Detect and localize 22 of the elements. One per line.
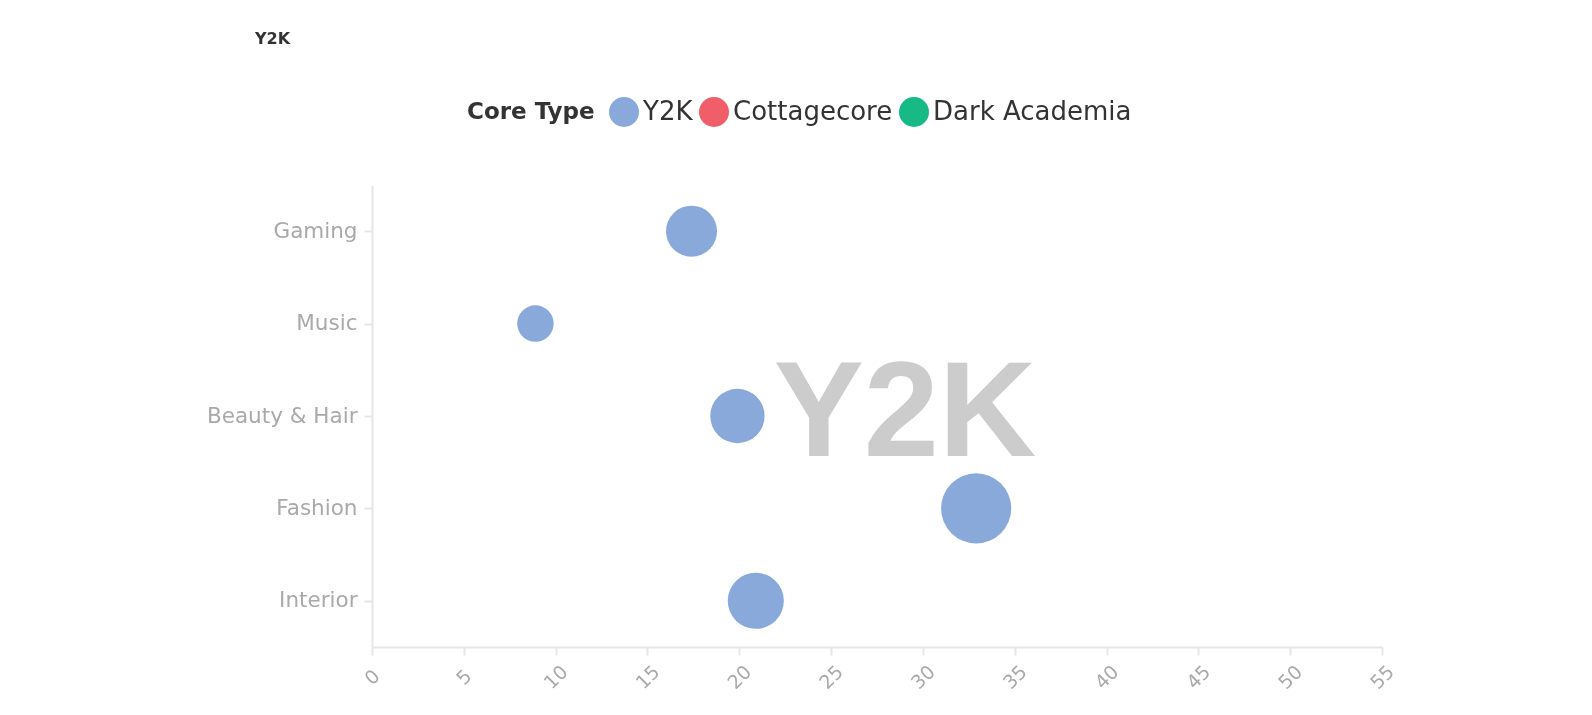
legend-label: Cottagecore	[733, 96, 893, 126]
x-tick-label: 45	[1181, 660, 1215, 694]
legend-label: Y2K	[642, 96, 694, 126]
y-tick-label: Gaming	[273, 217, 358, 243]
legend-title: Core Type	[467, 98, 595, 124]
y-tick-label: Beauty & Hair	[206, 402, 358, 428]
x-tick-label: 40	[1090, 660, 1123, 694]
x-tick-label: 55	[1365, 660, 1399, 694]
x-tick-label: 25	[814, 660, 848, 694]
x-tick-label: 35	[998, 660, 1031, 694]
x-tick-label: 20	[722, 660, 756, 694]
x-tick-label: 5	[451, 664, 476, 689]
x-tick-label: 50	[1273, 660, 1307, 694]
x-tick-label: 0	[359, 664, 384, 689]
x-tick-label: 10	[539, 660, 572, 694]
y-tick-label: Fashion	[276, 494, 358, 520]
text: Y2K	[254, 29, 291, 48]
y-tick-label: Interior	[279, 587, 358, 613]
x-tick-label: 15	[630, 660, 664, 694]
x-tick-label: 30	[906, 660, 940, 694]
y-tick-label: Music	[296, 310, 358, 336]
legend-label: Dark Academia	[933, 96, 1132, 126]
